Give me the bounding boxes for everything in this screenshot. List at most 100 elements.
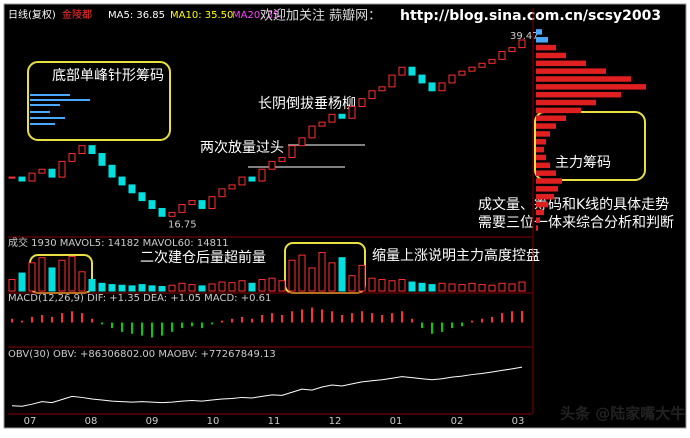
candle [18,176,26,182]
annotation-box [27,61,171,141]
chip-bar [536,123,556,129]
annotation-box [534,111,646,181]
x-tick-label: 07 [24,416,37,427]
x-tick-label: 03 [512,416,525,427]
candle [468,66,476,72]
candle [158,207,166,217]
volume-bar [118,284,126,292]
volume-bar [138,284,146,292]
candle [88,145,96,155]
annotation: 底部单峰针形筹码 [52,67,164,84]
candle [258,168,266,182]
welcome: 欢迎加关注 蒜瓣网： [260,9,381,24]
volume-bar [38,257,46,292]
chip-bar [536,209,544,216]
candle [268,160,276,170]
candle [488,58,496,64]
ma5: MA5: 36.85 [108,10,165,21]
volume-bar [508,283,516,292]
chip-bar [536,178,562,184]
candle [368,90,376,100]
volume-bar [98,282,106,292]
candle [428,82,436,92]
volume-bar [368,277,376,292]
annotation: 缩量上涨说明主力高度控盘 [372,247,540,264]
volume-bar [248,282,256,292]
candle [58,160,66,178]
chip-bar [536,99,596,106]
x-tick-label: 02 [451,416,464,427]
candle [148,200,156,209]
screen [3,3,687,429]
volume-bar [468,282,476,292]
period: 日线(复权) [8,8,56,21]
candle [388,74,396,88]
volume-bar [18,272,26,292]
volume-bar [288,259,296,292]
annotation: 二次建仓后量超前量 [140,249,266,266]
candle [118,176,126,186]
candle [318,121,326,127]
annotation: 长阴倒拔垂杨柳 [258,95,356,112]
annotation: 需要三位一体来综合分析和判断 [478,215,674,231]
candle [458,70,466,76]
high-label: 39.47 [510,31,539,42]
candle [278,156,286,162]
ma10: MA10: 35.50 [170,10,233,21]
volume-bar [88,278,96,292]
candle [188,200,196,206]
chip-bar [536,139,546,145]
chip-bar [536,68,606,74]
candle [248,176,256,182]
volume-bar [8,278,16,292]
low-label: 16.75 [168,219,197,230]
volume-bar [198,285,206,292]
volume-bar [228,282,236,292]
volume-bar [108,284,116,292]
candle [228,184,236,190]
obv-line [11,366,523,407]
volume-bar [28,262,36,292]
volume-bar [168,284,176,292]
candle [358,98,366,107]
candle [48,168,56,178]
candle [168,211,176,217]
candle [448,74,456,84]
chip-bar [536,170,556,176]
candle [338,113,346,119]
panel-title: 成交 1930 MAVOL5: 14182 MAVOL60: 14811 [8,236,229,249]
candle [8,176,16,179]
chip-bar [536,146,544,153]
volume-bar [458,284,466,292]
volume-bar [388,280,396,292]
x-tick-label: 01 [390,416,403,427]
chip-bar [536,76,631,82]
candle [108,164,116,178]
chip-bar [536,201,548,208]
volume-bar [318,252,326,292]
candle [288,145,296,158]
volume-bar [238,280,246,292]
chip-bar [536,37,548,43]
candle [508,47,516,53]
candle [418,74,426,84]
candle [178,204,186,213]
chip-bar [536,217,540,223]
chip-bar [536,115,566,121]
volume-bar [278,280,286,292]
volume-bar [48,267,56,292]
candle [238,176,246,186]
candle [68,153,76,162]
watermark: 头条 @陆家嘴大牛 [560,405,685,423]
chip-bar [536,154,546,161]
volume-bar [68,255,76,292]
chip-bar [536,107,581,114]
volume-bar [258,278,266,292]
candle [198,200,206,209]
chip-bar [536,84,646,90]
volume-bar [208,283,216,292]
volume-bar [348,275,356,292]
candle [378,86,386,92]
volume-bar [308,267,316,292]
